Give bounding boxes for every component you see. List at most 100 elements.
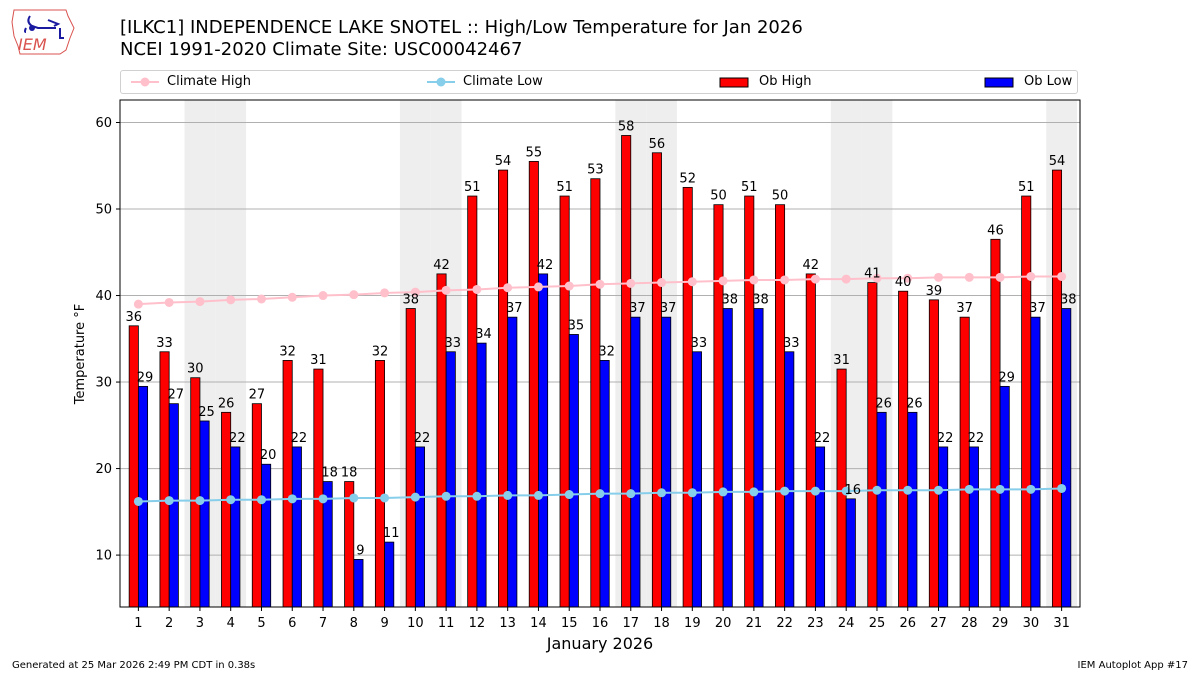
generated-timestamp: Generated at 25 Mar 2026 2:49 PM CDT in …: [12, 660, 256, 671]
climate-low-point: [380, 493, 390, 503]
climate-low-point: [1057, 483, 1067, 493]
x-tick-label: 2: [165, 616, 173, 631]
climate-high-point: [903, 273, 913, 283]
ob-low-bar: [938, 446, 949, 608]
ob-high-label: 38: [402, 293, 419, 308]
ob-low-bar: [968, 446, 979, 608]
ob-low-label: 33: [691, 336, 708, 351]
ob-low-bar: [722, 308, 733, 608]
ob-low-label: 34: [475, 327, 492, 342]
ob-high-label: 18: [341, 466, 358, 481]
climate-high-point: [503, 283, 513, 293]
legend-label: Climate Low: [463, 74, 543, 89]
plot-frame: [119, 99, 1081, 608]
climate-high-point: [995, 272, 1005, 282]
iem-logo: IEM: [11, 9, 75, 55]
ob-high-bar: [651, 152, 662, 608]
ob-high-bar: [959, 316, 970, 608]
y-tick-label: 10: [95, 549, 112, 564]
ob-low-bar: [1030, 316, 1041, 608]
ob-low-bar: [476, 342, 487, 608]
ob-high-bar: [744, 195, 755, 608]
climate-low-line: [138, 487, 1062, 503]
ob-high-label: 41: [864, 267, 881, 282]
x-tick-label: 20: [715, 616, 732, 631]
x-tick-label: 18: [653, 616, 670, 631]
ob-low-label: 22: [937, 431, 954, 446]
climate-high-line: [138, 275, 1062, 306]
climate-low-point: [718, 487, 728, 497]
ob-high-bar: [682, 186, 693, 608]
x-tick-label: 1: [134, 616, 142, 631]
weekend-band: [215, 100, 247, 607]
ob-low-label: 37: [1029, 301, 1046, 316]
x-tick-label: 6: [288, 616, 296, 631]
ob-high-label: 53: [587, 163, 604, 178]
x-tick-label: 29: [992, 616, 1009, 631]
ob-high-bar: [128, 325, 139, 608]
x-tick-label: 10: [407, 616, 424, 631]
climate-high-point: [472, 284, 482, 294]
climate-high-point: [1026, 271, 1036, 281]
ob-high-label: 54: [495, 154, 512, 169]
ob-low-label: 38: [721, 293, 738, 308]
x-tick-label: 17: [623, 616, 640, 631]
climate-low-point: [287, 494, 297, 504]
x-tick-label: 13: [499, 616, 516, 631]
climate-high-point: [810, 274, 820, 284]
ob-low-label: 22: [229, 431, 246, 446]
ob-low-bar: [784, 351, 795, 608]
ob-high-label: 33: [156, 336, 173, 351]
climate-high-point: [226, 295, 236, 305]
y-tick-label: 20: [95, 462, 112, 477]
ob-low-bar: [661, 316, 672, 608]
ob-low-label: 22: [968, 431, 985, 446]
weekend-band: [861, 100, 893, 607]
ob-high-bar: [805, 273, 816, 608]
ob-low-label: 25: [198, 405, 215, 420]
ob-high-label: 40: [895, 275, 912, 290]
y-tick-label: 40: [95, 289, 112, 304]
ob-low-bar: [630, 316, 641, 608]
ob-high-label: 51: [556, 180, 573, 195]
ob-high-bar: [836, 368, 847, 608]
climate-high-point: [441, 285, 451, 295]
climate-low-point: [749, 487, 759, 497]
climate-high-point: [564, 281, 574, 291]
weekend-band: [430, 100, 462, 607]
climate-high-point: [318, 291, 328, 301]
weekend-band: [646, 100, 677, 607]
ob-low-label: 37: [506, 301, 523, 316]
ob-low-bar: [414, 446, 425, 608]
ob-low-bar: [261, 463, 272, 608]
ob-low-bar: [322, 481, 333, 608]
x-tick-label: 12: [469, 616, 486, 631]
ob-low-label: 33: [444, 336, 461, 351]
ob-high-label: 39: [926, 284, 943, 299]
ob-low-bar: [538, 273, 549, 608]
climate-high-point: [749, 275, 759, 285]
ob-high-bar: [713, 204, 724, 608]
x-tick-label: 9: [380, 616, 388, 631]
x-tick-label: 28: [961, 616, 978, 631]
ob-high-bar: [221, 411, 232, 608]
ob-high-label: 31: [310, 353, 327, 368]
ob-high-bar: [590, 178, 601, 608]
ob-low-bar: [291, 446, 302, 608]
climate-high-point: [287, 292, 297, 302]
ob-low-bar: [845, 498, 856, 608]
legend: Climate High Climate Low Ob High Ob Low: [120, 70, 1078, 94]
climate-high-point: [657, 278, 667, 288]
ob-low-label: 16: [845, 483, 862, 498]
ob-high-bar: [928, 299, 939, 608]
climate-low-point: [318, 494, 328, 504]
climate-low-point: [410, 492, 420, 502]
climate-low-point: [595, 489, 605, 499]
ob-low-bar: [445, 351, 456, 608]
bars: [128, 135, 1072, 608]
ob-high-bar: [1051, 169, 1063, 608]
climate-lines: [133, 271, 1067, 506]
ob-low-label: 35: [568, 318, 585, 333]
